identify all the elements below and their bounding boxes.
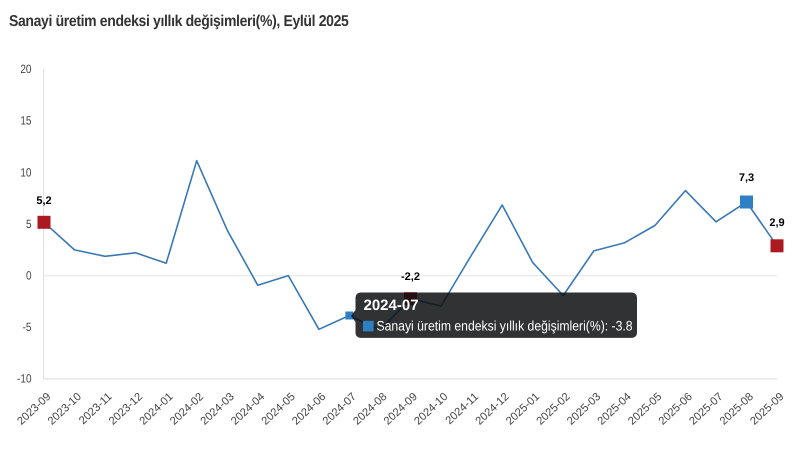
svg-text:10: 10 <box>20 167 32 180</box>
svg-text:0: 0 <box>26 270 32 283</box>
svg-text:20: 20 <box>20 64 32 77</box>
svg-text:-5: -5 <box>23 322 32 335</box>
svg-text:7,3: 7,3 <box>739 172 754 184</box>
svg-text:Sanayi üretim endeksi yıllık d: Sanayi üretim endeksi yıllık değişimleri… <box>9 11 349 29</box>
svg-text:Sanayi üretim endeksi yıllık d: Sanayi üretim endeksi yıllık değişimleri… <box>377 318 633 334</box>
svg-text:15: 15 <box>20 115 32 128</box>
svg-text:2,9: 2,9 <box>769 217 784 229</box>
svg-text:5,2: 5,2 <box>36 195 51 207</box>
svg-text:-2,2: -2,2 <box>401 271 420 283</box>
svg-text:-10: -10 <box>17 373 32 386</box>
svg-text:2024-07: 2024-07 <box>364 297 419 314</box>
svg-text:5: 5 <box>26 218 32 231</box>
